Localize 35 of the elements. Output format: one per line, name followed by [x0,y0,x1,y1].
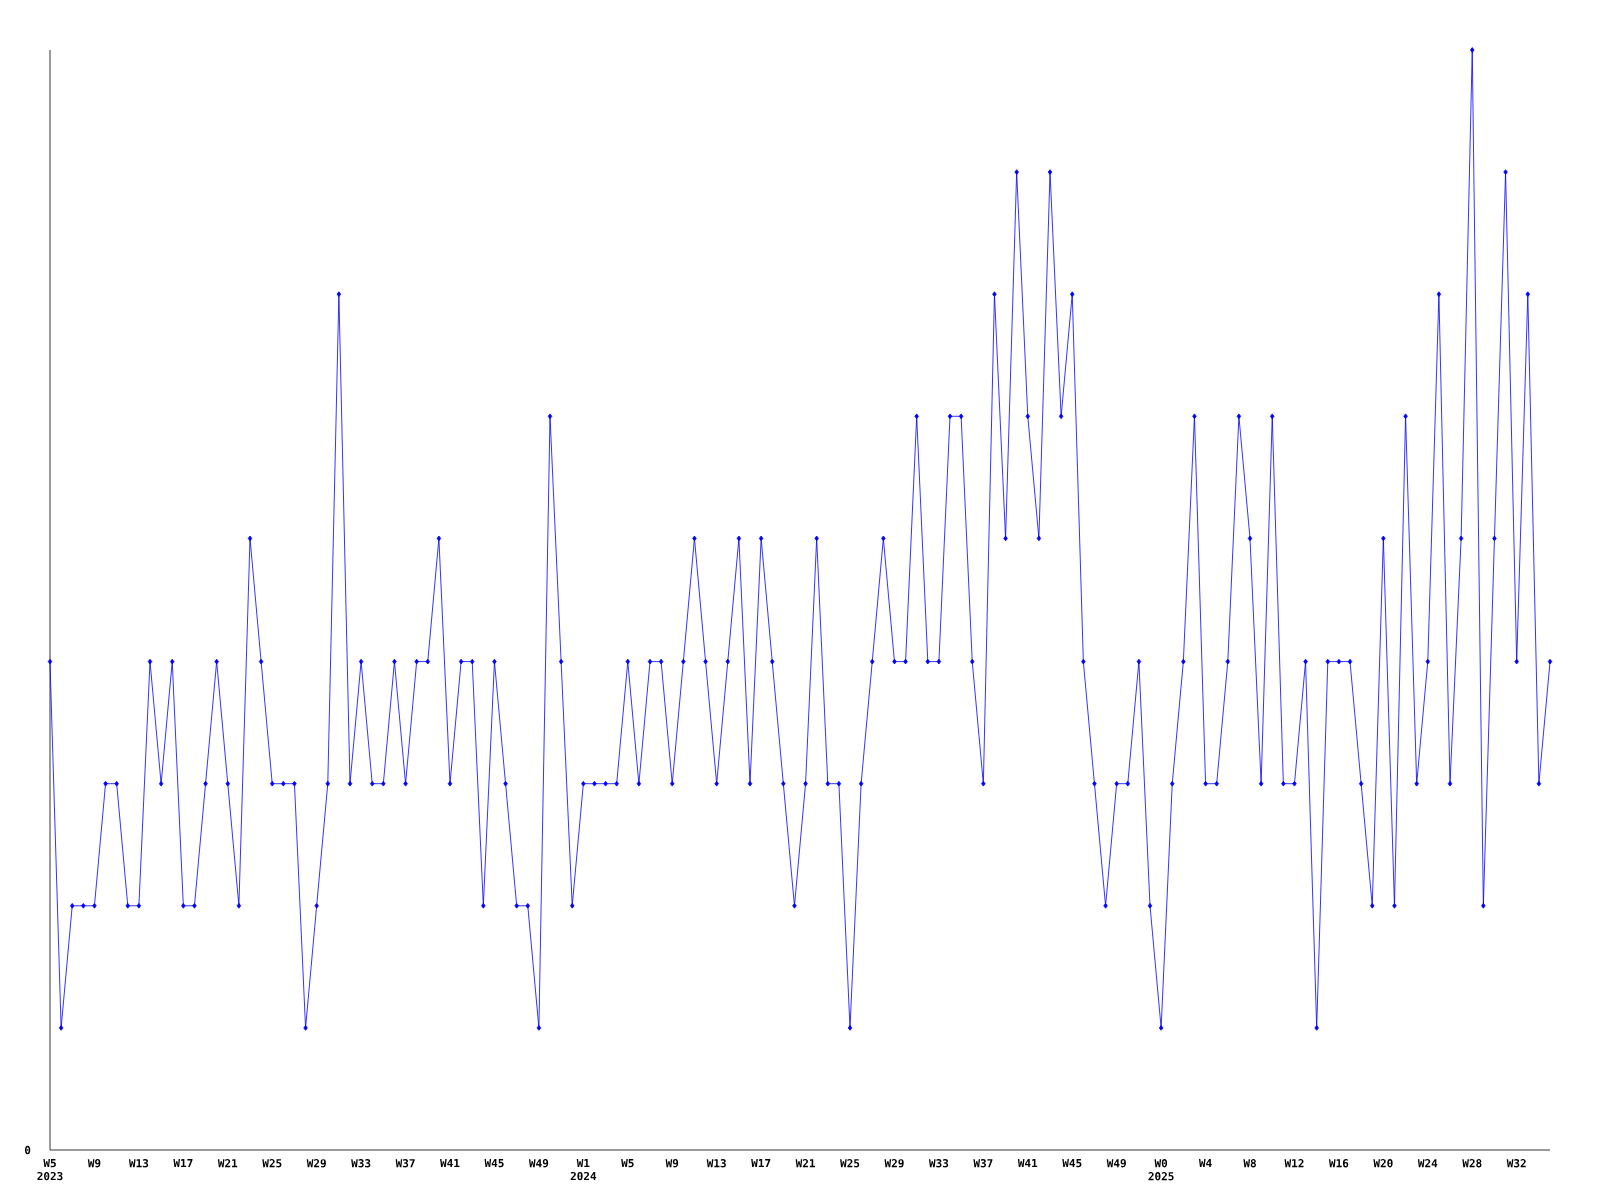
x-tick-label: W13 [706,1159,726,1168]
x-tick-label: W41 [440,1159,460,1168]
x-tick-label: W16 [1328,1159,1349,1168]
x-tick-label: W25 [840,1159,860,1168]
x-tick-label: W49 [528,1159,549,1168]
x-tick-label: W4 [1198,1159,1212,1168]
x-tick-label: W33 [928,1159,949,1168]
x-tick-label: W41 [1017,1159,1038,1168]
x-tick-label: W9 [87,1159,101,1168]
x-tick-label: W49 [1106,1159,1126,1168]
x-tick-label: W21 [795,1159,815,1168]
x-tick-label: W32 [1506,1159,1526,1168]
x-tick-label: W0 2025 [1148,1159,1174,1181]
x-tick-label: W9 [665,1159,679,1168]
x-tick-label: W1 2024 [570,1159,597,1181]
x-tick-label: W17 [173,1159,193,1168]
x-tick-label: W24 [1417,1159,1438,1168]
x-tick-label: W20 [1373,1159,1393,1168]
x-tick-label: W8 [1243,1159,1256,1168]
x-tick-label: W29 [306,1159,326,1168]
x-tick-label: W33 [351,1159,371,1168]
x-tick-label: W45 [1062,1159,1082,1168]
x-tick-label: W17 [751,1159,771,1168]
x-tick-label: W45 [484,1159,504,1168]
x-tick-label: W25 [262,1159,282,1168]
x-tick-label: W5 2023 [37,1159,63,1181]
x-tick-label: W28 [1462,1159,1482,1168]
x-tick-label: W12 [1284,1159,1304,1168]
x-tick-label: W13 [128,1159,149,1168]
x-tick-label: W37 [395,1159,415,1168]
x-tick-label: W29 [884,1159,904,1168]
x-tick-label: W5 [621,1159,634,1168]
x-tick-label: W21 [217,1159,238,1168]
text: 0 [24,1145,31,1155]
x-tick-label: W37 [973,1159,993,1168]
